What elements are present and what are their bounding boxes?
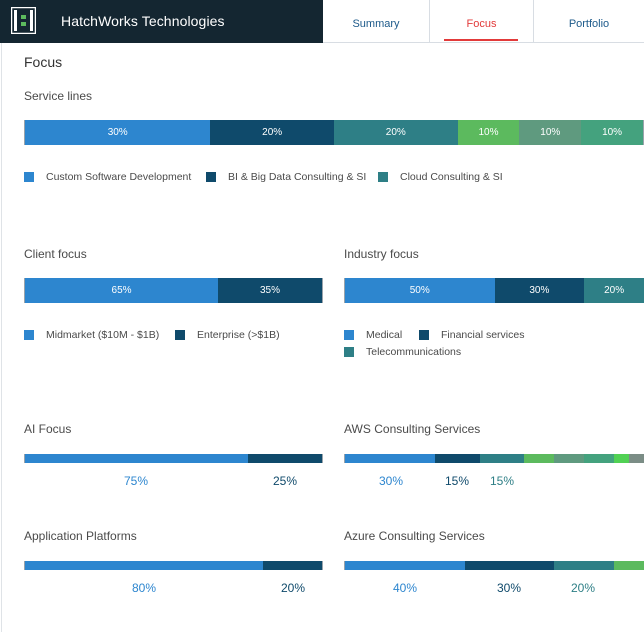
tab-portfolio[interactable]: Portfolio	[568, 18, 610, 30]
azure-services-title: Azure Consulting Services	[344, 529, 485, 543]
industry-focus-segment-2: 30%	[494, 278, 585, 303]
legend-label: Cloud Consulting & SI	[400, 171, 503, 183]
aws-value-3: 15%	[490, 474, 515, 488]
legend-label: Financial services	[441, 329, 525, 341]
industry-focus-title: Industry focus	[344, 247, 419, 261]
azure-services-bar	[344, 561, 644, 570]
aws-services-segment-8	[628, 454, 644, 463]
legend-swatch	[419, 330, 429, 340]
aws-services-segment-7	[614, 454, 629, 463]
aws-services-title: AWS Consulting Services	[344, 422, 481, 436]
app-platforms-segment-2	[262, 561, 322, 570]
aws-services-segment-2	[434, 454, 480, 463]
brand-bar: HatchWorks Technologies	[0, 0, 323, 43]
ai-focus-segment-1	[25, 454, 248, 463]
legend-swatch	[206, 172, 216, 182]
app-platforms-bar	[24, 561, 323, 570]
client-focus-segment-2: 35%	[218, 278, 322, 303]
aws-services-segment-1	[345, 454, 435, 463]
legend-item-medical: Medical	[344, 329, 402, 341]
legend-swatch	[175, 330, 185, 340]
content-left-border	[1, 43, 2, 632]
active-tab-indicator	[444, 39, 518, 41]
azure-services-segment-1	[345, 561, 465, 570]
client-focus-bar: 65% 35%	[24, 278, 323, 303]
legend-swatch	[378, 172, 388, 182]
ai-focus-value-1: 75%	[124, 474, 149, 488]
aws-value-2: 15%	[445, 474, 470, 488]
aws-services-segment-4	[524, 454, 555, 463]
ai-focus-bar	[24, 454, 323, 463]
aws-services-segment-3	[479, 454, 525, 463]
legend-item-financial-services: Financial services	[419, 329, 524, 341]
service-lines-bar: 30% 20% 20% 10% 10% 10%	[24, 120, 644, 145]
azure-value-3: 20%	[571, 581, 596, 595]
industry-focus-segment-3: 20%	[584, 278, 644, 303]
ai-focus-segment-2	[247, 454, 322, 463]
service-lines-segment-1: 30%	[25, 120, 211, 145]
legend-label: Custom Software Development	[46, 171, 192, 183]
service-lines-segment-3: 20%	[333, 120, 458, 145]
industry-focus-bar: 50% 30% 20%	[344, 278, 644, 303]
ai-focus-title: AI Focus	[24, 422, 72, 436]
app-platforms-value-1: 80%	[132, 581, 157, 595]
legend-label: BI & Big Data Consulting & SI	[228, 171, 367, 183]
tab-summary[interactable]: Summary	[352, 18, 400, 30]
legend-item-bi-big-data: BI & Big Data Consulting & SI	[206, 171, 366, 183]
client-focus-segment-1: 65%	[25, 278, 219, 303]
azure-services-segment-4	[614, 561, 644, 570]
service-lines-title: Service lines	[24, 89, 93, 103]
service-lines-segment-4: 10%	[457, 120, 520, 145]
legend-item-cloud-consulting: Cloud Consulting & SI	[378, 171, 503, 183]
app-platforms-segment-1	[25, 561, 263, 570]
service-lines-segment-5: 10%	[519, 120, 582, 145]
legend-item-midmarket: Midmarket ($10M - $1B)	[24, 329, 159, 341]
azure-services-segment-2	[464, 561, 555, 570]
industry-focus-segment-1: 50%	[345, 278, 495, 303]
legend-label: Telecommunications	[366, 346, 462, 358]
azure-services-segment-3	[554, 561, 615, 570]
legend-label: Medical	[366, 329, 403, 341]
client-focus-title: Client focus	[24, 247, 87, 261]
app-platforms-value-2: 20%	[281, 581, 306, 595]
legend-item-telecommunications: Telecommunications	[344, 346, 461, 358]
page-title: Focus	[24, 54, 63, 70]
app-platforms-title: Application Platforms	[24, 529, 137, 543]
legend-item-enterprise: Enterprise (>$1B)	[175, 329, 280, 341]
service-lines-segment-6: 10%	[581, 120, 643, 145]
top-header: HatchWorks Technologies Summary Focus Po…	[0, 0, 644, 43]
aws-services-segment-5	[554, 454, 585, 463]
service-lines-segment-2: 20%	[210, 120, 334, 145]
aws-services-segment-6	[584, 454, 615, 463]
legend-swatch	[24, 330, 34, 340]
legend-swatch	[344, 330, 354, 340]
tab-bar: Summary Focus Portfolio	[323, 0, 644, 43]
legend-swatch	[24, 172, 34, 182]
tab-focus[interactable]: Focus	[429, 0, 534, 42]
azure-value-2: 30%	[497, 581, 522, 595]
legend-label: Enterprise (>$1B)	[197, 329, 280, 341]
company-name: HatchWorks Technologies	[61, 13, 225, 29]
azure-value-1: 40%	[393, 581, 418, 595]
ai-focus-value-2: 25%	[273, 474, 298, 488]
legend-label: Midmarket ($10M - $1B)	[46, 329, 160, 341]
legend-item-custom-software: Custom Software Development	[24, 171, 191, 183]
legend-swatch	[344, 347, 354, 357]
hatchworks-logo-icon	[11, 7, 36, 34]
aws-services-bar	[344, 454, 644, 463]
aws-value-1: 30%	[379, 474, 404, 488]
